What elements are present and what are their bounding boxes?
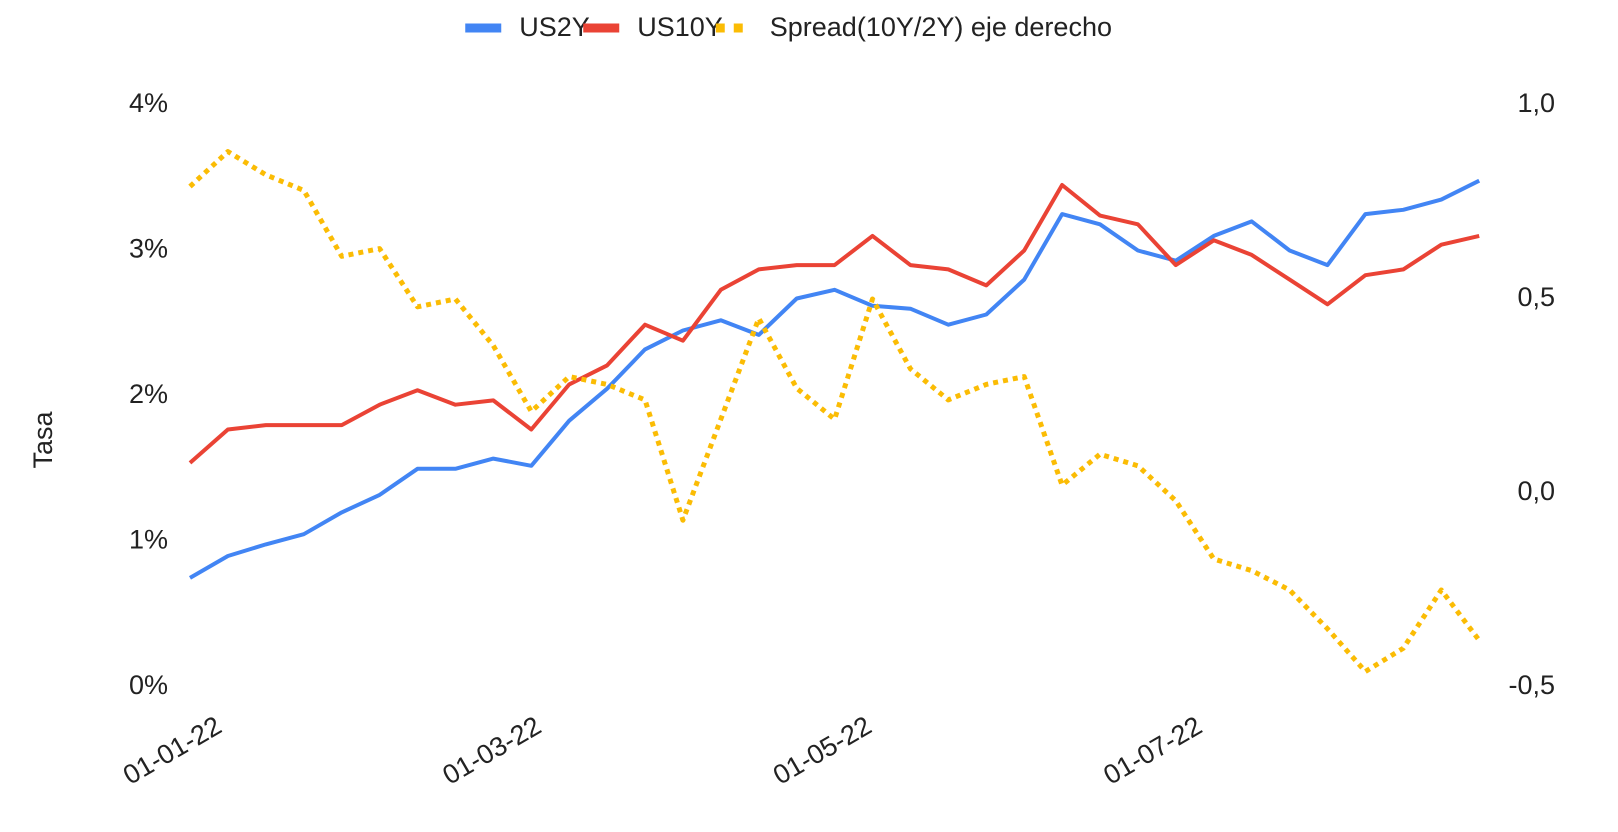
series-line — [188, 178, 1481, 580]
x-tick-label: 01-07-22 — [1098, 710, 1207, 790]
y2-tick-label: 0,0 — [1517, 476, 1555, 506]
y-tick-label: 2% — [129, 379, 168, 409]
y-tick-label: 4% — [129, 88, 168, 118]
y2-tick-label: 0,5 — [1517, 282, 1555, 312]
y-tick-label: 1% — [129, 525, 168, 555]
series-line — [188, 183, 1480, 465]
y-axis-label: Tasa — [28, 411, 58, 469]
x-tick-label: 01-03-22 — [438, 710, 547, 790]
legend-label: Spread(10Y/2Y) eje derecho — [770, 12, 1112, 42]
y-tick-label: 0% — [129, 670, 168, 700]
series-line — [188, 149, 1482, 674]
y2-tick-label: -0,5 — [1508, 670, 1555, 700]
x-tick-label: 01-05-22 — [768, 710, 877, 790]
y2-tick-label: 1,0 — [1517, 88, 1555, 118]
y-tick-label: 3% — [129, 234, 168, 264]
legend-label: US10Y — [637, 12, 723, 42]
legend-label: US2Y — [519, 12, 590, 42]
x-tick-label: 01-01-22 — [118, 710, 227, 790]
